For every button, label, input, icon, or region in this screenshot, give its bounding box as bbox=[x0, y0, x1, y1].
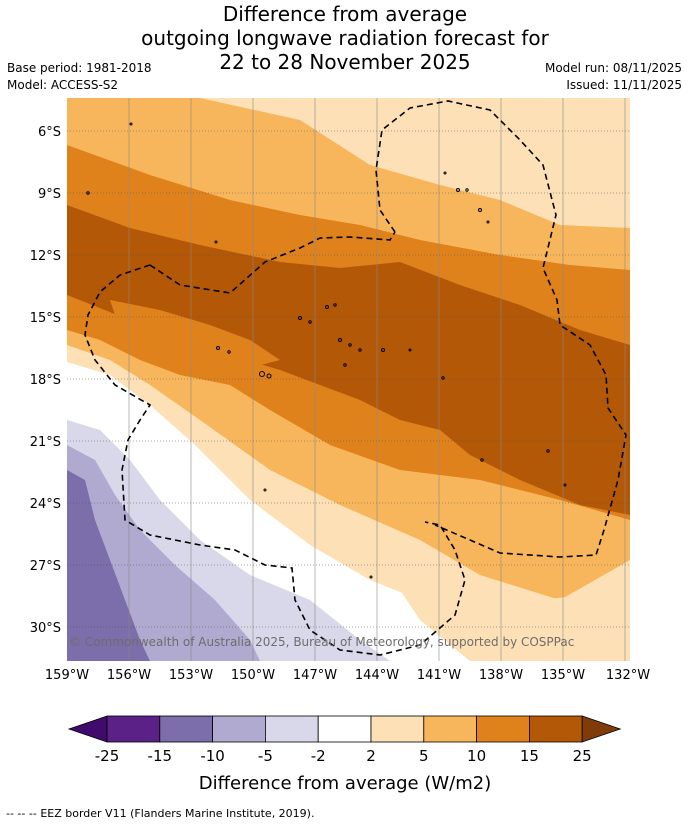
band-10-to-15-lobe bbox=[110, 300, 280, 368]
longitude-labels: 159°W 156°W 153°W 150°W 147°W 144°W 141°… bbox=[45, 668, 650, 683]
lon-label: 132°W bbox=[606, 668, 650, 683]
lat-label: 9°S bbox=[38, 187, 61, 202]
colorbar-segment bbox=[159, 715, 214, 743]
model-run: Model run: 08/11/2025 bbox=[544, 61, 682, 75]
lon-label: 147°W bbox=[293, 668, 337, 683]
colorbar-tick-label: 25 bbox=[573, 747, 592, 765]
eez-french-polynesia-west bbox=[149, 231, 396, 294]
colorbar-segment bbox=[476, 715, 530, 743]
lon-label: 138°W bbox=[479, 668, 523, 683]
anomaly-field bbox=[67, 98, 630, 661]
lat-label: 12°S bbox=[30, 249, 61, 264]
model-name: Model: ACCESS-S2 bbox=[7, 78, 119, 92]
eez-french-polynesia bbox=[375, 100, 627, 558]
gridlines bbox=[67, 130, 630, 628]
lat-label: 21°S bbox=[30, 435, 61, 450]
lon-label: 159°W bbox=[45, 668, 89, 683]
colorbar-tick-label: -10 bbox=[200, 747, 225, 765]
base-period: Base period: 1981-2018 bbox=[7, 61, 152, 75]
colorbar-tick-label: -15 bbox=[148, 747, 173, 765]
lon-label: 153°W bbox=[169, 668, 213, 683]
eez-borders bbox=[84, 100, 627, 656]
colorbar-segment bbox=[212, 715, 266, 743]
band-15-to-25 bbox=[67, 205, 630, 515]
colorbar-segment bbox=[264, 715, 319, 743]
lat-label: 18°S bbox=[30, 373, 61, 388]
chart-title: Difference from average outgoing longwav… bbox=[0, 2, 690, 74]
meridians bbox=[128, 98, 626, 661]
colorbar-segment bbox=[370, 715, 425, 743]
colorbar-extend-high bbox=[581, 715, 622, 743]
lon-label: 141°W bbox=[417, 668, 461, 683]
lon-label: 135°W bbox=[541, 668, 585, 683]
latitude-labels: 6°S 9°S 12°S 15°S 18°S 21°S 24°S 27°S 30… bbox=[30, 125, 61, 636]
lon-label: 150°W bbox=[231, 668, 275, 683]
colorbar-tick-label: -25 bbox=[95, 747, 120, 765]
colorbar-tick-label: 2 bbox=[366, 747, 376, 765]
colorbar: -25 -15 -10 -5 -2 2 5 10 15 25 bbox=[67, 715, 622, 765]
title-line-2: outgoing longwave radiation forecast for bbox=[141, 26, 549, 50]
colorbar-segment bbox=[106, 715, 161, 743]
lat-label: 6°S bbox=[38, 125, 61, 140]
colorbar-tick-label: -5 bbox=[258, 747, 273, 765]
legend-line: -- -- -- EEZ border V11 (Flanders Marine… bbox=[6, 807, 314, 820]
lat-label: 15°S bbox=[30, 311, 61, 326]
copyright-notice: © Commonwealth of Australia 2025, Bureau… bbox=[69, 635, 574, 649]
colorbar-title: Difference from average (W/m2) bbox=[199, 773, 491, 794]
lat-label: 24°S bbox=[30, 497, 61, 512]
title-line-1: Difference from average bbox=[222, 2, 468, 26]
eez-cook-islands bbox=[84, 264, 466, 656]
colorbar-tick-label: 10 bbox=[467, 747, 486, 765]
lon-label: 144°W bbox=[355, 668, 399, 683]
lat-label: 27°S bbox=[30, 559, 61, 574]
title-line-3: 22 to 28 November 2025 bbox=[219, 50, 471, 74]
colorbar-tick-label: 15 bbox=[520, 747, 539, 765]
issued-date: Issued: 11/11/2025 bbox=[566, 78, 682, 92]
colorbar-segment bbox=[423, 715, 477, 743]
colorbar-extend-low bbox=[67, 715, 108, 743]
colorbar-segment bbox=[529, 715, 583, 743]
islands bbox=[86, 122, 567, 579]
lat-label: 30°S bbox=[30, 621, 61, 636]
colorbar-tick-label: -2 bbox=[311, 747, 326, 765]
eez-legend-text: EEZ border V11 (Flanders Marine Institut… bbox=[40, 807, 315, 820]
colorbar-tick-label: 5 bbox=[419, 747, 429, 765]
lon-label: 156°W bbox=[107, 668, 151, 683]
colorbar-segment bbox=[317, 715, 372, 743]
band-2-to-5-south bbox=[380, 560, 630, 661]
eez-line-sample: -- -- -- bbox=[6, 807, 37, 820]
